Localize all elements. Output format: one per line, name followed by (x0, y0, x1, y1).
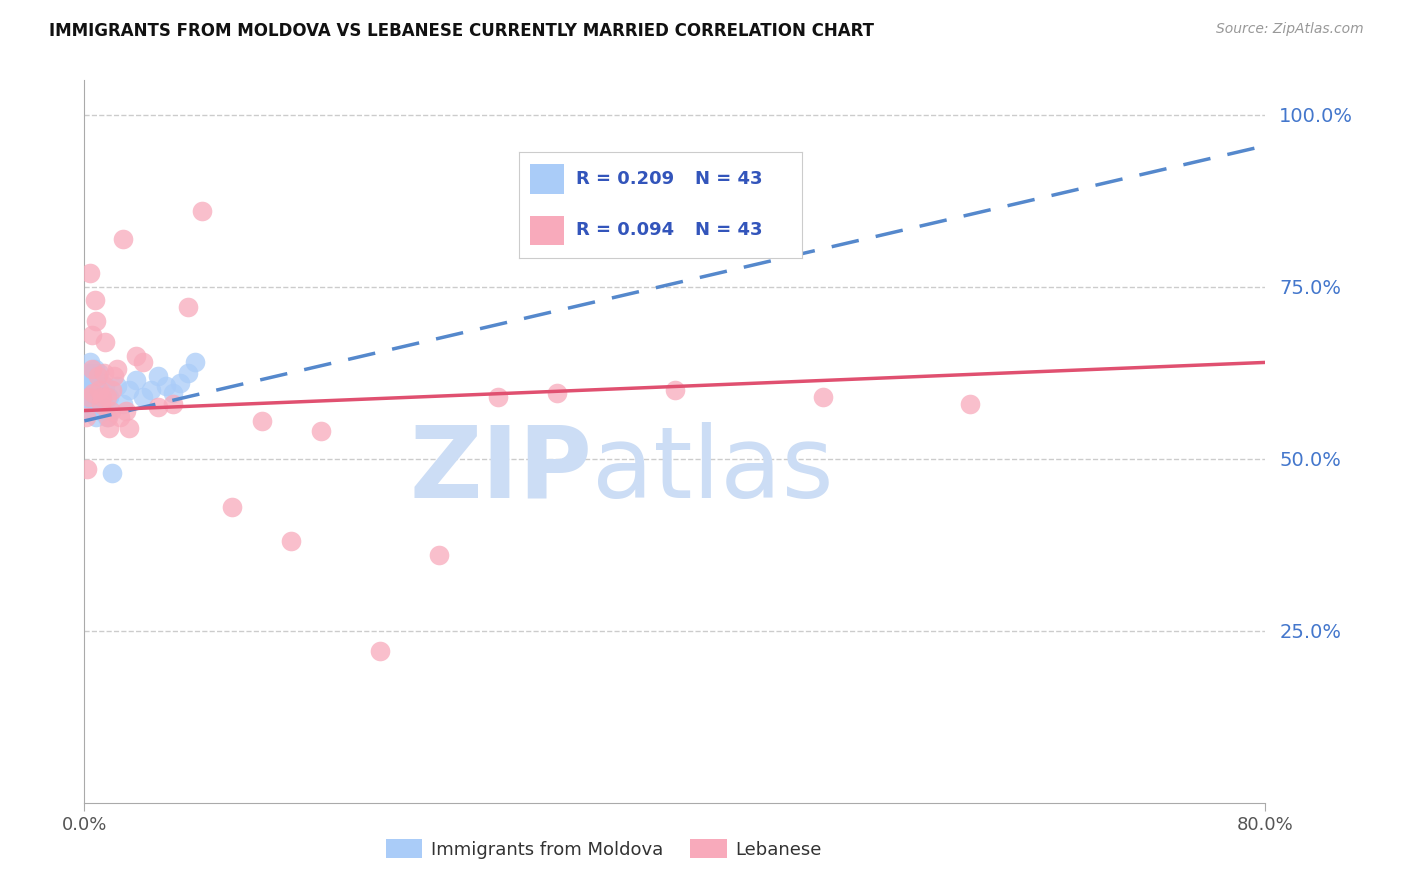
Text: R = 0.209: R = 0.209 (575, 170, 673, 188)
FancyBboxPatch shape (530, 216, 564, 245)
Point (139, 383, 162, 397)
Point (105, 379, 128, 393)
Point (546, 386, 568, 401)
Point (80, 379, 103, 393)
Point (98, 390, 121, 404)
Point (77, 390, 100, 404)
Point (75, 397, 97, 411)
Point (98, 421, 121, 435)
Point (162, 386, 184, 401)
Point (108, 410, 131, 425)
Point (101, 383, 124, 397)
Point (83, 362, 105, 376)
Point (79, 403, 101, 417)
Point (75, 410, 97, 425)
Point (80, 393, 103, 408)
Point (132, 355, 155, 369)
Point (77, 376, 100, 390)
Point (111, 231, 134, 245)
Point (84, 314, 107, 328)
Point (177, 301, 200, 315)
Point (959, 397, 981, 411)
Point (486, 390, 509, 404)
Point (80, 327, 103, 342)
Point (114, 403, 136, 417)
Point (76, 462, 98, 476)
Point (103, 369, 125, 384)
Point (80, 362, 103, 376)
Point (83, 383, 105, 397)
Point (79, 355, 101, 369)
Point (148, 369, 170, 384)
Point (250, 414, 273, 428)
Point (105, 362, 128, 376)
Point (84, 410, 107, 425)
Point (221, 500, 243, 514)
Text: ZIP: ZIP (409, 422, 592, 519)
Point (79, 266, 101, 280)
Point (125, 373, 148, 387)
Point (93, 366, 115, 380)
Point (309, 424, 332, 438)
Point (132, 390, 155, 404)
Point (162, 397, 184, 411)
Point (83, 293, 105, 308)
Point (100, 403, 122, 417)
Text: IMMIGRANTS FROM MOLDOVA VS LEBANESE CURRENTLY MARRIED CORRELATION CHART: IMMIGRANTS FROM MOLDOVA VS LEBANESE CURR… (49, 22, 875, 40)
Point (83, 397, 105, 411)
Point (76, 386, 98, 401)
Point (77, 403, 100, 417)
Point (82, 400, 104, 414)
Point (79, 383, 101, 397)
Point (94, 379, 117, 393)
Point (169, 376, 191, 390)
Point (82, 386, 104, 401)
Point (76, 366, 98, 380)
Text: atlas: atlas (592, 422, 834, 519)
Point (91, 390, 114, 404)
Point (90, 403, 112, 417)
Point (96, 410, 118, 425)
Point (86, 369, 108, 384)
Point (101, 466, 124, 480)
Point (280, 534, 302, 549)
Point (177, 366, 200, 380)
Text: Source: ZipAtlas.com: Source: ZipAtlas.com (1216, 22, 1364, 37)
Legend: Immigrants from Moldova, Lebanese: Immigrants from Moldova, Lebanese (378, 832, 830, 866)
Point (118, 383, 141, 397)
Point (125, 349, 148, 363)
Text: N = 43: N = 43 (695, 221, 762, 239)
Point (87, 383, 111, 397)
Point (118, 421, 141, 435)
Point (811, 390, 834, 404)
Point (148, 400, 170, 414)
Point (191, 204, 214, 219)
Point (93, 397, 115, 411)
Point (664, 383, 686, 397)
Point (111, 397, 134, 411)
Point (91, 390, 114, 404)
Point (97, 410, 120, 425)
Point (84, 390, 107, 404)
Point (94, 334, 117, 349)
Point (96, 390, 118, 404)
Point (155, 379, 177, 393)
Point (427, 548, 450, 562)
Point (86, 379, 108, 393)
Point (82, 376, 104, 390)
Point (77, 373, 100, 387)
FancyBboxPatch shape (530, 164, 564, 194)
Text: N = 43: N = 43 (695, 170, 762, 188)
Point (184, 355, 207, 369)
Point (87, 386, 111, 401)
Point (86, 400, 108, 414)
Text: R = 0.094: R = 0.094 (575, 221, 673, 239)
Point (84, 373, 107, 387)
Point (87, 366, 111, 380)
Point (90, 397, 112, 411)
Point (80, 366, 103, 380)
Point (368, 644, 391, 658)
